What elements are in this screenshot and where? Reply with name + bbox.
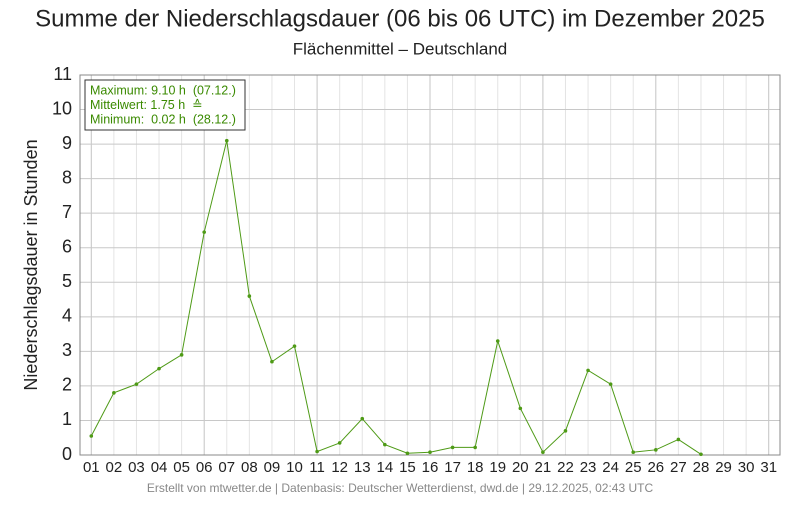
- x-tick-label: 10: [286, 459, 303, 476]
- x-tick-label: 21: [535, 459, 552, 476]
- data-point: [654, 448, 658, 452]
- x-tick-label: 29: [715, 459, 732, 476]
- data-point: [676, 437, 681, 442]
- x-tick-label: 22: [557, 459, 574, 476]
- x-tick-label: 01: [83, 459, 100, 476]
- y-tick-label: 4: [62, 306, 72, 326]
- stats-text: Mittelwert: 1.75 h ≙: [90, 98, 203, 112]
- data-point: [224, 138, 229, 143]
- footer: Erstellt von mtwetter.de | Datenbasis: D…: [147, 481, 654, 495]
- data-point: [450, 445, 455, 450]
- x-tick-label: 07: [218, 459, 235, 476]
- x-tick-label: 05: [173, 459, 190, 476]
- x-tick-label: 08: [241, 459, 258, 476]
- y-tick-label: 5: [62, 271, 72, 291]
- y-tick-label: 10: [52, 98, 72, 118]
- y-tick-label: 2: [62, 375, 72, 395]
- data-point: [112, 391, 116, 395]
- data-point: [179, 353, 184, 357]
- y-tick-label: 9: [62, 133, 72, 153]
- x-tick-label: 27: [670, 459, 687, 476]
- y-tick-label: 3: [62, 340, 72, 360]
- y-tick-label: 7: [62, 202, 72, 222]
- data-point: [89, 434, 94, 438]
- grid: [79, 74, 781, 456]
- data-line: [90, 140, 702, 455]
- data-point: [699, 452, 703, 457]
- data-point: [360, 416, 365, 421]
- data-point: [247, 294, 252, 298]
- data-point: [202, 230, 206, 234]
- x-tick-label: 02: [106, 459, 123, 476]
- plot: [89, 138, 703, 457]
- x-tick-label: 03: [128, 459, 145, 476]
- data-point: [315, 449, 319, 454]
- x-tick-label: 17: [444, 459, 461, 476]
- x-tick-label: 30: [738, 459, 755, 476]
- plot-frame: [79, 74, 781, 456]
- x-tick-label: 15: [399, 459, 416, 476]
- y-tick-label: 8: [62, 167, 72, 187]
- data-point: [586, 368, 590, 373]
- data-point: [337, 441, 342, 445]
- x-tick-label: 09: [264, 459, 281, 476]
- data-point: [134, 382, 139, 386]
- stats-text: Maximum: 9.10 h (07.12.): [90, 83, 236, 97]
- y-tick-label: 0: [62, 444, 72, 464]
- data-point: [563, 429, 568, 433]
- x-tick-label: 18: [467, 459, 484, 476]
- x-tick-label: 23: [580, 459, 597, 476]
- data-point: [473, 445, 477, 450]
- data-point: [428, 450, 432, 455]
- data-point: [541, 450, 545, 455]
- stats-text: Minimum: 0.02 h (28.12.): [90, 112, 236, 126]
- y-tick-label: 6: [62, 236, 72, 256]
- data-point: [292, 344, 297, 348]
- chart-title: Summe der Niederschlagsdauer (06 bis 06 …: [35, 5, 765, 32]
- data-point: [631, 450, 636, 455]
- data-point: [270, 359, 274, 364]
- y-axis-label: Niederschlagsdauer in Stunden: [21, 139, 41, 390]
- data-point: [495, 339, 500, 343]
- data-point: [608, 382, 613, 386]
- y-tick-label: 11: [53, 64, 72, 84]
- stats-box: [84, 79, 246, 131]
- x-tick-label: 25: [625, 459, 642, 476]
- x-tick-label: 16: [422, 459, 439, 476]
- data-point: [405, 451, 410, 456]
- x-tick-label: 31: [760, 459, 777, 476]
- x-tick-label: 20: [512, 459, 529, 476]
- x-tick-label: 12: [331, 459, 348, 476]
- x-tick-label: 04: [151, 459, 168, 476]
- y-tick-label: 1: [62, 409, 72, 429]
- data-point: [157, 366, 161, 371]
- x-tick-label: 11: [309, 459, 325, 476]
- x-tick-label: 19: [489, 459, 506, 476]
- x-tick-label: 26: [647, 459, 664, 476]
- x-tick-label: 28: [693, 459, 710, 476]
- x-tick-label: 14: [376, 459, 393, 476]
- chart-subtitle: Flächenmittel – Deutschland: [293, 39, 508, 58]
- x-tick-label: 06: [196, 459, 213, 476]
- data-point: [383, 442, 387, 447]
- data-point: [518, 406, 523, 411]
- x-tick-label: 13: [354, 459, 371, 476]
- x-tick-label: 24: [602, 459, 619, 476]
